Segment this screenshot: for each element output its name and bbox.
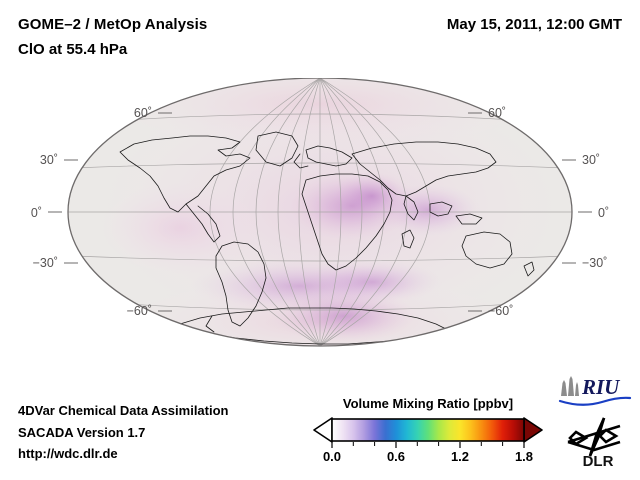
footer-line-method: 4DVar Chemical Data Assimilation [18, 403, 229, 418]
lat-label-left-m30: −30˚ [33, 256, 58, 270]
latitude-labels-right: 60˚ 30˚ 0˚ −30˚ −60˚ [468, 106, 609, 318]
colorbar-ticks [331, 442, 525, 448]
colorbar: Volume Mixing Ratio [ppbv] [308, 396, 548, 465]
lat-label-left-m60: −60˚ [127, 304, 152, 318]
colorbar-tick-0: 0.0 [323, 449, 341, 464]
lat-label-right-0: 0˚ [598, 206, 609, 220]
colorbar-title: Volume Mixing Ratio [ppbv] [342, 396, 514, 411]
colorbar-scale: 0.0 0.6 1.2 1.8 [313, 417, 543, 464]
globe-outline [67, 78, 573, 347]
colorbar-tick-3: 1.8 [515, 449, 533, 464]
colorbar-tick-2: 1.2 [451, 449, 469, 464]
latitude-labels-left: 60˚ 30˚ 0˚ −30˚ −60˚ [31, 106, 172, 318]
dlr-wordmark: DLR [583, 453, 614, 470]
lat-label-right-m30: −30˚ [582, 256, 607, 270]
coastlines [119, 131, 535, 345]
riu-logo: RIU [558, 375, 632, 406]
lat-label-left-30: 30˚ [40, 153, 58, 167]
dlr-mark-icon [567, 417, 621, 457]
lat-label-left-0: 0˚ [31, 206, 42, 220]
lat-label-left-60: 60˚ [134, 106, 152, 120]
footer-line-url[interactable]: http://wdc.dlr.de [18, 446, 118, 461]
map-panel: 60˚ 30˚ 0˚ −30˚ −60˚ 60˚ 30˚ 0˚ −30˚ −60… [0, 78, 640, 378]
lat-label-right-30: 30˚ [582, 153, 600, 167]
clo-concentration-field [100, 78, 560, 346]
colorbar-tick-1: 0.6 [387, 449, 405, 464]
colorbar-gradient [332, 419, 524, 441]
colorbar-minor-ticks [352, 442, 504, 446]
timestamp-label: May 15, 2011, 12:00 GMT [446, 16, 622, 33]
page-title: GOME–2 / MetOp Analysis [18, 16, 208, 33]
colorbar-under-arrow [313, 417, 333, 443]
dlr-logo: DLR [567, 417, 621, 470]
footer-line-version: SACADA Version 1.7 [18, 424, 146, 440]
colorbar-over-arrow [523, 417, 543, 443]
lat-label-right-60: 60˚ [488, 106, 506, 120]
riu-wordmark: RIU [581, 375, 621, 399]
riu-swoosh-icon [558, 396, 632, 406]
riu-towers-icon [561, 376, 579, 396]
footer-info: 4DVar Chemical Data Assimilation SACADA … [18, 400, 229, 465]
colorbar-frame [331, 418, 525, 442]
page-subtitle: ClO at 55.4 hPa [18, 41, 128, 58]
world-map: 60˚ 30˚ 0˚ −30˚ −60˚ 60˚ 30˚ 0˚ −30˚ −60… [31, 78, 609, 347]
lat-label-right-m60: −60˚ [488, 304, 513, 318]
